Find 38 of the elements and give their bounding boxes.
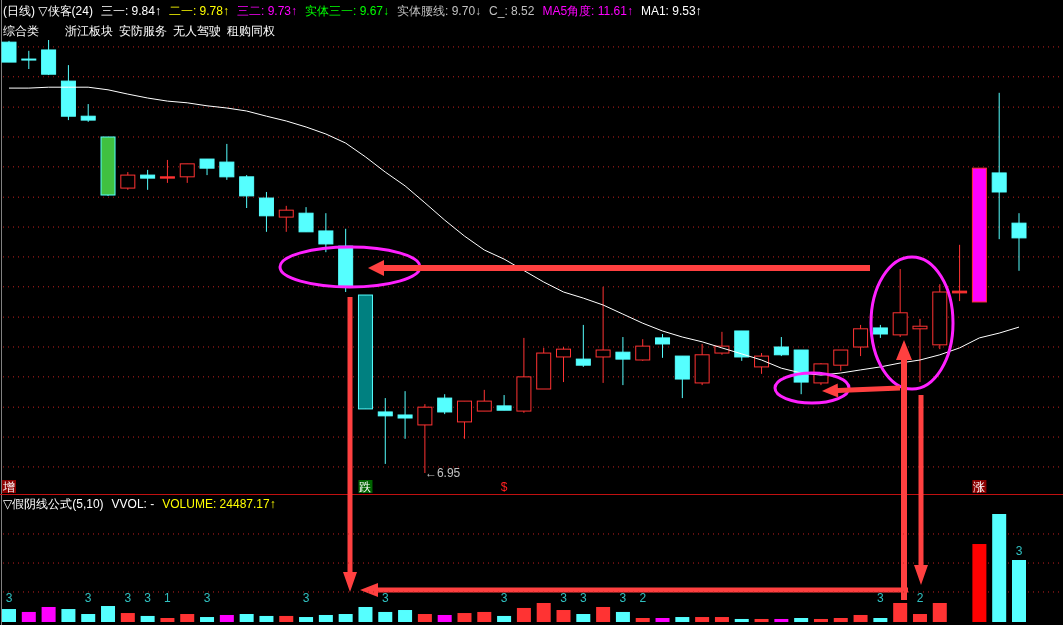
text: VVOL: -: [111, 497, 155, 511]
text: 实体三一: 9.67↓: [305, 4, 390, 18]
chart-title: (日线) ▽侠客(24): [3, 4, 93, 18]
annotation: 3: [619, 591, 627, 605]
text: 租购同权: [227, 24, 275, 38]
text: 二一: 9.78↑: [168, 4, 229, 18]
text: $: [500, 480, 508, 494]
annotation: ←6.95: [424, 466, 461, 480]
text: 浙江板块: [65, 24, 113, 38]
text: 三二: 9.73↑: [236, 4, 297, 18]
annotation: 3: [144, 591, 152, 605]
text: 三一: 9.84↑: [100, 4, 161, 18]
annotation: 3: [302, 591, 310, 605]
annotation: 3: [124, 591, 132, 605]
annotation: 3: [1015, 544, 1023, 559]
annotation: 3: [381, 591, 389, 605]
text: 安防服务: [119, 24, 167, 38]
annotation: 3: [5, 591, 13, 605]
text: 涨: [973, 480, 986, 494]
annotation: 3: [84, 591, 92, 605]
annotation: 3: [203, 591, 211, 605]
annotation: 3: [560, 591, 568, 605]
chart-title: ▽假阴线公式(5,10): [3, 497, 104, 511]
text: 跌: [359, 480, 372, 494]
annotation: 1: [164, 591, 172, 605]
annotation: 2: [639, 591, 647, 605]
annotation: 3: [877, 591, 885, 605]
text: 综合类: [3, 24, 39, 38]
annotation: 2: [916, 591, 924, 605]
text: 增: [2, 480, 15, 494]
text: MA1: 9.53↑: [640, 4, 702, 18]
text: VOLUME: 24487.17↑: [162, 497, 276, 511]
text: 无人驾驶: [173, 24, 221, 38]
annotation: 3: [579, 591, 587, 605]
text: MA5角度: 11.61↑: [542, 4, 633, 18]
text: 实体腰线: 9.70↓: [397, 4, 482, 18]
text: C_: 8.52: [489, 4, 535, 18]
annotation: 3: [500, 591, 508, 605]
